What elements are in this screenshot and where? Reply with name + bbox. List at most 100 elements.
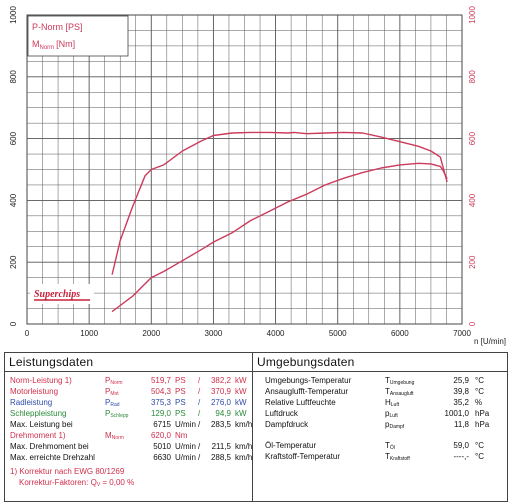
row-label: Max. erreichte Drehzahl bbox=[10, 453, 95, 462]
x-tick-label: 0 bbox=[25, 329, 30, 338]
umgebungsdaten-row: Dampfdruck pDampf 11,8 hPa bbox=[253, 419, 507, 430]
torque-curve bbox=[111, 131, 448, 275]
row-value-1: 5010 bbox=[153, 442, 171, 451]
row-label: Öl-Temperatur bbox=[265, 441, 317, 450]
row-value-2: 283,5 bbox=[210, 420, 231, 429]
y-left-tick-label: 0 bbox=[9, 321, 18, 326]
y-right-tick-label: 0 bbox=[468, 321, 477, 326]
row-value: 25,9 bbox=[453, 376, 469, 385]
y-left-tick-label: 200 bbox=[9, 255, 18, 269]
leistungsdaten-row: Motorleistung PMot 504,3 PS / 370,9 kW bbox=[5, 386, 252, 397]
row-label: Dampfdruck bbox=[265, 420, 309, 429]
row-unit-2: kW bbox=[235, 409, 247, 418]
leistungsdaten-row: Norm-Leistung 1) PNorm 519,7 PS / 382,2 kW bbox=[5, 375, 252, 386]
umgebungsdaten-row: Umgebungs-Temperatur TUmgebung 25,9 °C bbox=[253, 375, 507, 386]
row-separator: / bbox=[198, 376, 201, 385]
row-label: Max. Drehmoment bei bbox=[10, 442, 89, 451]
legend: P-Norm [PS] MNorm [Nm] bbox=[27, 15, 129, 57]
row-value-1: 375,3 bbox=[150, 398, 171, 407]
row-value-1: 620,0 bbox=[150, 431, 171, 440]
x-tick-label: 5000 bbox=[329, 329, 347, 338]
umgebungsdaten-row: Luftdruck pLuft 1001,0 hPa bbox=[253, 408, 507, 419]
row-label: Relative Luftfeuchte bbox=[265, 398, 336, 407]
x-tick-label: 1000 bbox=[80, 329, 98, 338]
row-value-2: 211,5 bbox=[211, 442, 231, 451]
row-value-2: 382,2 bbox=[210, 376, 231, 385]
x-tick-label: 4000 bbox=[267, 329, 285, 338]
row-symbol: PSchlepp bbox=[105, 409, 129, 419]
svg-text:Superchips: Superchips bbox=[34, 289, 80, 300]
row-separator: / bbox=[198, 398, 201, 407]
dyno-chart: 0 1000 2000 3000 4000 5000 6000 7000 0200400600… bbox=[9, 6, 506, 346]
row-value: 39,8 bbox=[453, 387, 469, 396]
y-right-tick-label: 800 bbox=[468, 70, 477, 84]
chart-grid bbox=[27, 15, 462, 324]
leistungsdaten-row: Drehmoment 1) MNorm 620,0 Nm bbox=[5, 430, 252, 441]
row-symbol: HLuft bbox=[385, 398, 400, 408]
y-right-tick-label: 1000 bbox=[468, 6, 477, 24]
leistungsdaten-row: Max. Drehmoment bei 5010 U/min/ 211,5 km/h bbox=[5, 441, 252, 452]
chart-series bbox=[111, 131, 448, 313]
row-value: 1001,0 bbox=[444, 409, 469, 418]
footnote-korrektur: 1) Korrektur nach EWG 80/1269 bbox=[10, 467, 125, 476]
row-label: Luftdruck bbox=[265, 409, 298, 418]
row-symbol: TUmgebung bbox=[385, 376, 415, 386]
row-label: Kraftstoff-Temperatur bbox=[265, 452, 340, 461]
row-value-1: 6630 bbox=[153, 453, 171, 462]
leistungsdaten-row: Max. Leistung bei 6715 U/min/ 283,5 km/h bbox=[5, 419, 252, 430]
x-tick-label: 6000 bbox=[391, 329, 409, 338]
row-unit: °C bbox=[475, 452, 484, 461]
row-unit-1: PS bbox=[175, 398, 186, 407]
umgebungsdaten-row: Kraftstoff-Temperatur TKraftstoff ----,- °C bbox=[253, 451, 507, 462]
power-curve bbox=[111, 162, 448, 313]
row-unit: hPa bbox=[475, 420, 490, 429]
row-value-2: 288,5 bbox=[210, 453, 231, 462]
row-symbol: pLuft bbox=[385, 409, 398, 419]
row-unit-1: PS bbox=[175, 387, 186, 396]
row-unit-1: PS bbox=[175, 376, 186, 385]
x-tick-label: 3000 bbox=[205, 329, 223, 338]
row-value-2: 94,9 bbox=[215, 409, 231, 418]
leistungsdaten-panel: Leistungsdaten Norm-Leistung 1) PNorm 519,… bbox=[4, 352, 252, 502]
row-unit-1: U/min bbox=[175, 420, 196, 429]
row-symbol: PNorm bbox=[105, 376, 123, 386]
row-value-2: 370,9 bbox=[210, 387, 231, 396]
row-unit-2: kW bbox=[235, 398, 247, 407]
row-symbol: PRad bbox=[105, 398, 120, 408]
row-separator: / bbox=[198, 420, 201, 429]
row-unit-2: kW bbox=[235, 387, 247, 396]
row-label: Umgebungs-Temperatur bbox=[265, 376, 352, 385]
umgebungsdaten-panel: Umgebungsdaten Umgebungs-Temperatur TUmge… bbox=[252, 352, 508, 502]
row-symbol: MNorm bbox=[105, 431, 124, 441]
x-tick-labels: 0 1000 2000 3000 4000 5000 6000 7000 bbox=[25, 329, 472, 338]
row-value-1: 519,7 bbox=[150, 376, 171, 385]
row-value-1: 504,3 bbox=[150, 387, 171, 396]
y-right-tick-label: 600 bbox=[468, 131, 477, 145]
row-label: Drehmoment 1) bbox=[10, 431, 66, 440]
leistungsdaten-row: Schleppleistung PSchlepp 129,0 PS / 94,9 kW bbox=[5, 408, 252, 419]
umgebungsdaten-row: Öl-Temperatur TÖl 59,0 °C bbox=[253, 440, 507, 451]
row-separator: / bbox=[198, 387, 201, 396]
y-left-tick-label: 600 bbox=[9, 131, 18, 145]
x-axis-label: n [U/min] bbox=[474, 337, 506, 346]
row-unit: % bbox=[475, 398, 483, 407]
row-symbol: TÖl bbox=[385, 441, 395, 451]
umgebungsdaten-title: Umgebungsdaten bbox=[257, 355, 355, 369]
row-unit-1: U/min bbox=[175, 442, 196, 451]
row-value: 11,8 bbox=[454, 420, 469, 429]
leistungsdaten-row: Max. erreichte Drehzahl 6630 U/min/ 288,5 km… bbox=[5, 452, 252, 463]
row-unit-2: km/h bbox=[235, 420, 253, 429]
row-unit-1: Nm bbox=[175, 431, 188, 440]
row-unit: °C bbox=[475, 441, 484, 450]
x-tick-label: 7000 bbox=[453, 329, 471, 338]
y-left-tick-label: 400 bbox=[9, 193, 18, 207]
leistungsdaten-row: Radleistung PRad 375,3 PS / 276,0 kW bbox=[5, 397, 252, 408]
row-symbol: TKraftstoff bbox=[385, 452, 410, 462]
row-value: 59,0 bbox=[453, 441, 469, 450]
row-label: Radleistung bbox=[10, 398, 53, 407]
row-value-1: 129,0 bbox=[150, 409, 171, 418]
row-label: Max. Leistung bei bbox=[10, 420, 73, 429]
row-value: ----,- bbox=[453, 452, 469, 461]
row-unit-2: km/h bbox=[235, 442, 253, 451]
row-value-1: 6715 bbox=[153, 420, 171, 429]
